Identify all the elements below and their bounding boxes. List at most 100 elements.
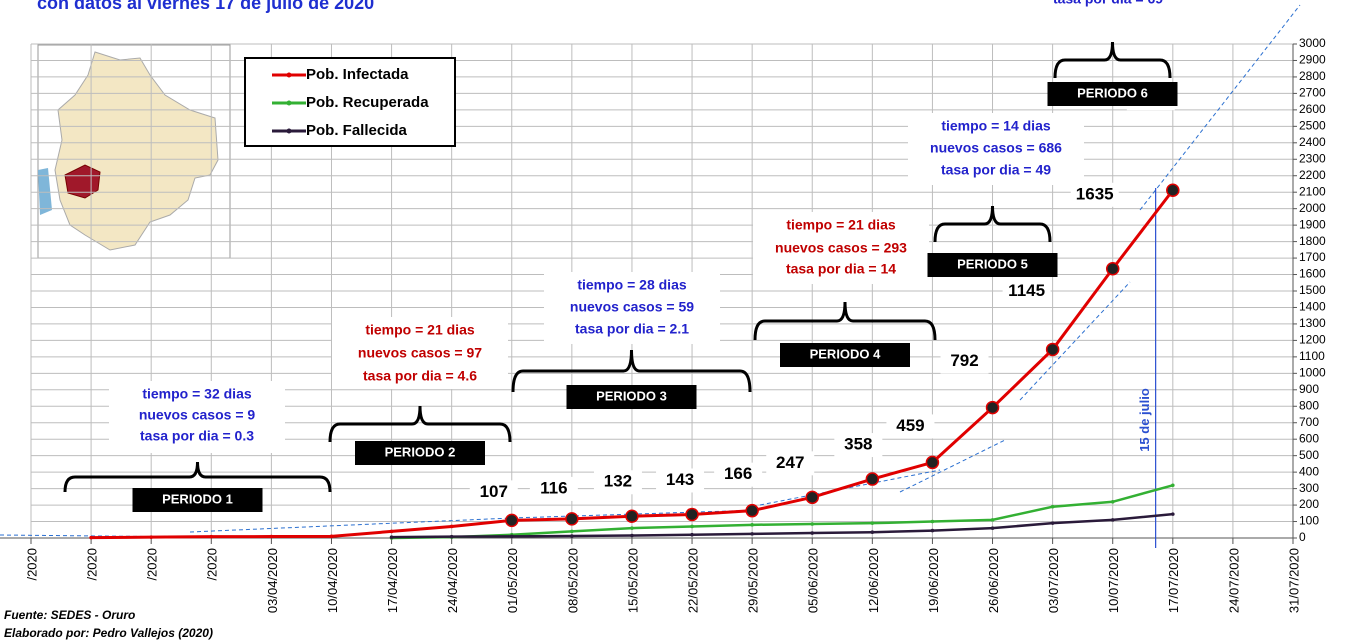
value-label-bg (1002, 279, 1051, 304)
period-text: tiempo = 21 dias (786, 217, 896, 233)
point (449, 524, 454, 529)
x-tick-label: 26/06/2020 (986, 548, 1001, 613)
y-tick-label: 2300 (1299, 151, 1326, 165)
trend-line (759, 469, 941, 506)
legend-label: Pob. Infectada (306, 66, 409, 83)
x-tick-label: 29/05/2020 (746, 548, 761, 613)
period-label: PERIODO 3 (596, 388, 667, 403)
highlight-point (625, 509, 639, 524)
x-tick-label: /2020 (145, 548, 160, 581)
period-text: tiempo = 14 dias (941, 118, 1051, 134)
trend-line (1019, 281, 1131, 401)
date-marker-label: 15 de julio (1137, 388, 1152, 452)
y-tick-label: 300 (1299, 481, 1319, 495)
point (630, 533, 634, 538)
point (209, 534, 214, 539)
point (750, 523, 754, 527)
value-label-bg (656, 468, 705, 493)
period-label-bg (1047, 82, 1178, 106)
period-label-bg (566, 385, 697, 409)
value-label-bg (834, 433, 883, 458)
y-tick-label: 100 (1299, 514, 1319, 528)
period-text: tiempo = 28 dias (577, 277, 687, 293)
point (1171, 483, 1175, 488)
period-label-bg (927, 253, 1058, 277)
point (810, 531, 815, 535)
period-text-bg (332, 317, 508, 389)
period-label: PERIODO 5 (957, 256, 1028, 271)
period-text-bg (908, 113, 1084, 185)
point (1050, 504, 1055, 509)
map-inset (37, 44, 231, 259)
period-text: nuevos casos = 59 (570, 299, 694, 315)
period-label-bg (355, 441, 485, 465)
y-tick-label: 2400 (1299, 135, 1326, 149)
value-label: 116 (540, 478, 567, 497)
point (89, 535, 93, 540)
y-tick-label: 200 (1299, 497, 1319, 511)
value-label-bg (593, 470, 642, 495)
point (990, 518, 995, 522)
y-tick-label: 2100 (1299, 184, 1326, 198)
legend-label: Pob. Recuperada (306, 94, 429, 111)
x-tick-label: 31/07/2020 (1286, 548, 1301, 613)
value-label: 1145 (1008, 281, 1045, 300)
y-tick-label: 1200 (1299, 333, 1326, 347)
highlight-point (505, 513, 519, 528)
y-tick-label: 1100 (1299, 349, 1325, 363)
x-tick-label: 12/06/2020 (866, 548, 881, 613)
value-label-bg (529, 476, 578, 501)
point (690, 524, 694, 529)
x-tick-label: 19/06/2020 (926, 548, 941, 613)
y-tick-label: 800 (1299, 398, 1319, 412)
notes-bg (0, 606, 210, 643)
point (810, 522, 815, 526)
highlight-point (565, 512, 579, 526)
y-tick-label: 600 (1299, 431, 1319, 445)
value-label-bg (714, 462, 763, 487)
highlight-point (805, 490, 819, 505)
x-tick-label: 01/05/2020 (505, 548, 520, 613)
value-label-bg (766, 451, 815, 476)
period-label: PERIODO 6 (1077, 85, 1148, 100)
series-line (391, 512, 1173, 539)
map-water (38, 168, 52, 215)
point (1050, 521, 1055, 525)
period-brace (933, 205, 1052, 243)
point (930, 528, 935, 533)
y-tick-label: 1000 (1299, 366, 1326, 380)
period-label: PERIODO 1 (162, 491, 233, 506)
y-tick-label: 2900 (1299, 53, 1326, 67)
highlight-point (745, 503, 759, 518)
trend-line (899, 439, 1006, 493)
point (509, 534, 514, 539)
y-tick-label: 2700 (1299, 86, 1326, 100)
legend-swatch-dot (286, 100, 292, 106)
period-text: tasa por dia = 14 (786, 261, 896, 277)
note: Fuente: SEDES - Oruro (4, 608, 135, 622)
period-label: PERIODO 2 (385, 444, 456, 459)
highlight-point (1166, 183, 1180, 197)
period-brace (63, 461, 332, 493)
x-tick-label: 08/05/2020 (565, 548, 580, 613)
value-label: 459 (896, 416, 924, 435)
y-tick-label: 1300 (1299, 316, 1326, 330)
highlight-point (985, 400, 1000, 415)
legend-swatch-dot (286, 128, 292, 134)
series-line (391, 484, 1174, 540)
period-text: tasa por dia = 69 (1053, 0, 1163, 7)
map-country (54, 51, 219, 251)
point (870, 530, 875, 535)
x-tick-label: 17/04/2020 (385, 548, 400, 613)
y-tick-label: 2800 (1299, 69, 1326, 83)
point (1110, 518, 1115, 522)
value-label: 792 (950, 351, 978, 370)
y-tick-label: 1800 (1299, 234, 1326, 248)
period-text-bg (109, 381, 285, 453)
highlight-point (1045, 342, 1060, 357)
x-tick-label: 22/05/2020 (685, 548, 700, 613)
period-text: tasa por dia = 49 (941, 162, 1051, 178)
y-tick-label: 3000 (1299, 36, 1326, 50)
y-tick-label: 2500 (1299, 119, 1326, 133)
